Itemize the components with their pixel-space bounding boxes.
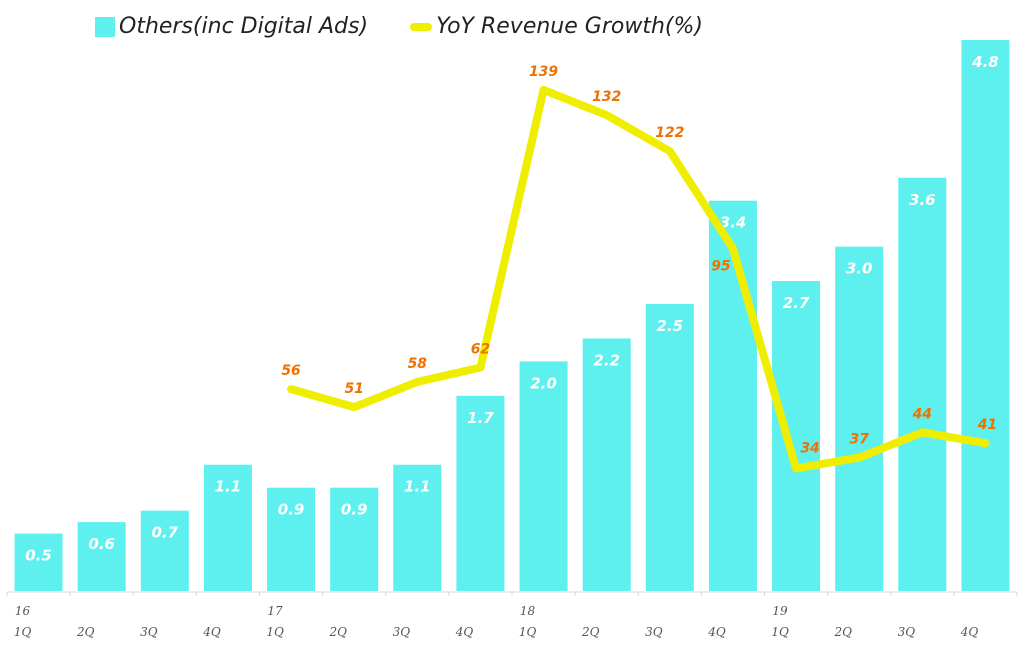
line-value-label: 56 <box>281 363 301 379</box>
x-tick-year-label: 18 <box>520 604 536 618</box>
x-axis <box>6 591 1018 596</box>
bar <box>267 487 316 591</box>
x-tick-quarter-label: 4Q <box>707 625 726 639</box>
x-tick-quarter-label: 1Q <box>266 625 284 639</box>
x-tick-year-label: 16 <box>15 604 31 618</box>
x-tick-labels: 16 1Q 2Q 3Q 4Q 17 1Q 2Q 3Q 4Q 18 1Q 2Q 3Q 4Q 19 1Q 2Q 3Q 4Q <box>14 604 979 639</box>
bar-value-label: 0.7 <box>152 524 179 542</box>
bar-value-label: 0.9 <box>278 501 305 519</box>
bar <box>456 395 505 591</box>
legend-label-growth: YoY Revenue Growth(%) <box>436 14 703 39</box>
bar <box>330 487 379 591</box>
legend-swatch-line <box>410 22 433 31</box>
bar-value-label: 3.0 <box>846 260 873 278</box>
bar-value-label: 3.4 <box>720 214 747 232</box>
bar <box>582 338 631 591</box>
line-value-label: 139 <box>529 64 558 80</box>
bar-value-label: 0.5 <box>25 547 52 565</box>
legend: Others(inc Digital Ads) YoY Revenue Grow… <box>95 14 745 39</box>
x-tick-quarter-label: 3Q <box>898 625 916 639</box>
x-tick-quarter-label: 4Q <box>455 625 474 639</box>
x-tick-quarter-label: 3Q <box>645 625 663 639</box>
legend-label-others: Others(inc Digital Ads) <box>119 14 369 39</box>
bar <box>140 510 189 591</box>
x-tick-year-label: 17 <box>267 604 283 618</box>
bar <box>14 533 63 591</box>
legend-swatch-bar <box>95 16 115 37</box>
bar-value-label: 1.1 <box>404 478 431 496</box>
line-value-label: 132 <box>592 89 621 105</box>
line-series: 56 51 58 62 139 132 122 95 34 37 44 41 <box>281 64 997 473</box>
bar <box>77 522 126 591</box>
line-value-label: 95 <box>711 259 731 275</box>
bar <box>772 281 821 591</box>
bar <box>898 177 947 591</box>
bar-value-label: 1.1 <box>215 478 242 496</box>
bar <box>961 40 1010 591</box>
bar <box>393 464 442 591</box>
bar-value-label: 1.7 <box>467 409 494 427</box>
x-tick-quarter-label: 2Q <box>76 625 95 639</box>
bar-value-label: 2.0 <box>530 374 557 392</box>
x-tick-quarter-label: 1Q <box>519 625 537 639</box>
x-tick-quarter-label: 2Q <box>581 625 600 639</box>
x-tick-quarter-label: 1Q <box>771 625 789 639</box>
line-value-label: 44 <box>912 406 932 422</box>
line-value-label: 122 <box>655 125 684 141</box>
bar <box>203 464 252 591</box>
bar <box>645 304 694 591</box>
line-value-label: 41 <box>977 417 997 433</box>
x-tick-quarter-label: 2Q <box>833 625 852 639</box>
line-value-label: 37 <box>849 432 869 448</box>
bar-value-label: 2.7 <box>783 294 810 312</box>
bar <box>708 200 757 592</box>
x-tick-quarter-label: 2Q <box>328 625 347 639</box>
bar-value-label: 3.6 <box>909 191 936 209</box>
x-tick-quarter-label: 3Q <box>140 625 158 639</box>
bar-value-label: 2.5 <box>657 317 684 335</box>
bar-value-label: 0.6 <box>88 535 115 553</box>
bar-series: 0.5 0.6 0.7 1.1 0.9 0.9 1.1 1.7 2.0 2.2 2.5 3.4 2.7 3… <box>14 40 1010 592</box>
x-tick-year-label: 19 <box>772 604 788 618</box>
legend-item-others: Others(inc Digital Ads) <box>95 14 368 39</box>
line-value-label: 58 <box>408 356 428 372</box>
bar-value-label: 4.8 <box>971 53 999 71</box>
x-tick-quarter-label: 3Q <box>393 625 411 639</box>
bar-value-label: 0.9 <box>341 501 368 519</box>
bar <box>835 246 884 591</box>
line-value-label: 62 <box>471 341 490 357</box>
legend-item-growth: YoY Revenue Growth(%) <box>410 14 703 39</box>
bar-value-label: 2.2 <box>593 351 620 369</box>
growth-line <box>287 85 990 473</box>
line-value-label: 51 <box>344 381 363 397</box>
line-value-label: 34 <box>800 440 819 456</box>
x-tick-quarter-label: 4Q <box>960 625 979 639</box>
x-tick-quarter-label: 1Q <box>14 625 32 639</box>
x-tick-quarter-label: 4Q <box>202 625 221 639</box>
bar <box>519 361 568 591</box>
